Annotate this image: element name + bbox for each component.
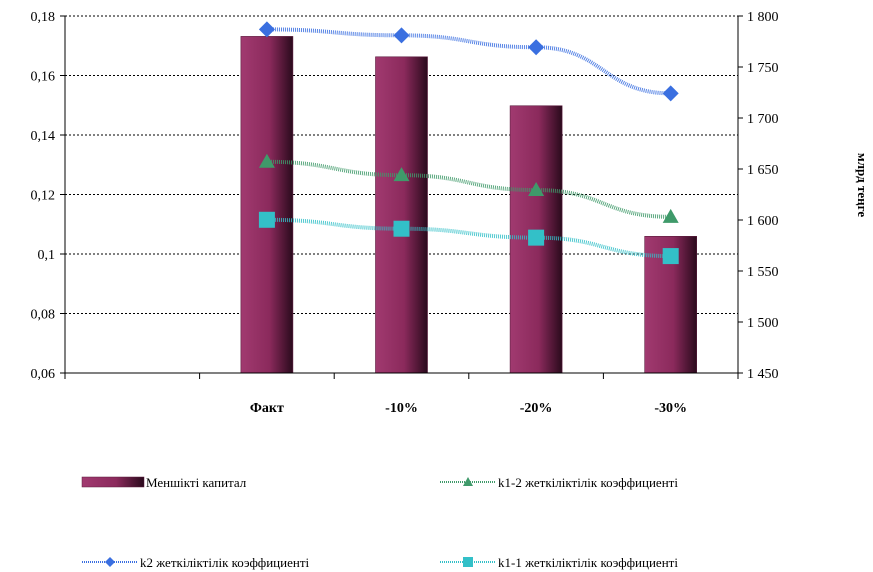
right-tick-label: 1 700 bbox=[747, 112, 779, 127]
bar-series bbox=[240, 36, 698, 374]
legend: Меншікті капитал k1-2 жеткіліктілік коэфф… bbox=[81, 475, 678, 570]
right-tick-label: 1 600 bbox=[747, 214, 779, 229]
legend-marker bbox=[105, 557, 115, 567]
right-tick-label: 1 500 bbox=[747, 316, 779, 331]
point-marker bbox=[528, 39, 545, 56]
left-axis-ticks: 0,18 0,16 0,14 0,12 0,1 0,08 0,06 bbox=[31, 10, 65, 382]
right-tick-label: 1 550 bbox=[747, 265, 779, 280]
legend-marker bbox=[463, 557, 473, 567]
left-tick-label: 0,16 bbox=[31, 70, 56, 85]
legend-marker bbox=[463, 477, 473, 486]
left-tick-label: 0,06 bbox=[31, 367, 56, 382]
point-marker bbox=[258, 21, 275, 38]
bar bbox=[375, 56, 428, 374]
left-tick-label: 0,14 bbox=[31, 129, 56, 144]
point-marker bbox=[528, 182, 545, 197]
left-tick-label: 0,18 bbox=[31, 10, 56, 25]
legend-label: Меншікті капитал bbox=[146, 475, 247, 490]
series-line bbox=[266, 217, 671, 259]
right-tick-label: 1 800 bbox=[747, 10, 779, 25]
point-marker bbox=[393, 220, 410, 237]
category-label: -30% bbox=[654, 401, 687, 416]
series-line bbox=[266, 27, 671, 96]
right-axis-label: млрд теңге bbox=[855, 153, 870, 217]
point-marker bbox=[393, 167, 410, 182]
category-label: -10% bbox=[385, 401, 418, 416]
point-marker bbox=[393, 27, 410, 44]
left-tick-label: 0,1 bbox=[38, 248, 56, 263]
right-tick-label: 1 650 bbox=[747, 163, 779, 178]
bar bbox=[240, 36, 294, 374]
point-marker bbox=[662, 248, 679, 265]
category-label: Факт bbox=[250, 401, 284, 416]
legend-label: k1-1 жеткіліктілік коэффициенті bbox=[498, 555, 678, 570]
point-marker bbox=[528, 229, 545, 246]
left-tick-label: 0,12 bbox=[31, 189, 56, 204]
line-series bbox=[258, 21, 679, 265]
legend-label: k2 жеткіліктілік коэффициенті bbox=[140, 555, 310, 570]
category-label: -20% bbox=[520, 401, 553, 416]
point-marker bbox=[258, 211, 275, 228]
right-tick-label: 1 450 bbox=[747, 367, 779, 382]
right-tick-label: 1 750 bbox=[747, 61, 779, 76]
legend-label: k1-2 жеткіліктілік коэффициенті bbox=[498, 475, 678, 490]
series-line bbox=[266, 159, 671, 219]
point-marker bbox=[662, 85, 679, 102]
category-labels: Факт -10% -20% -30% bbox=[250, 401, 687, 416]
point-marker bbox=[258, 153, 275, 168]
point-marker bbox=[662, 208, 679, 223]
left-tick-label: 0,08 bbox=[31, 308, 56, 323]
right-axis-ticks: 1 800 1 750 1 700 1 650 1 600 1 550 1 500 1 450 bbox=[738, 10, 779, 382]
legend-swatch-bar bbox=[81, 476, 145, 488]
